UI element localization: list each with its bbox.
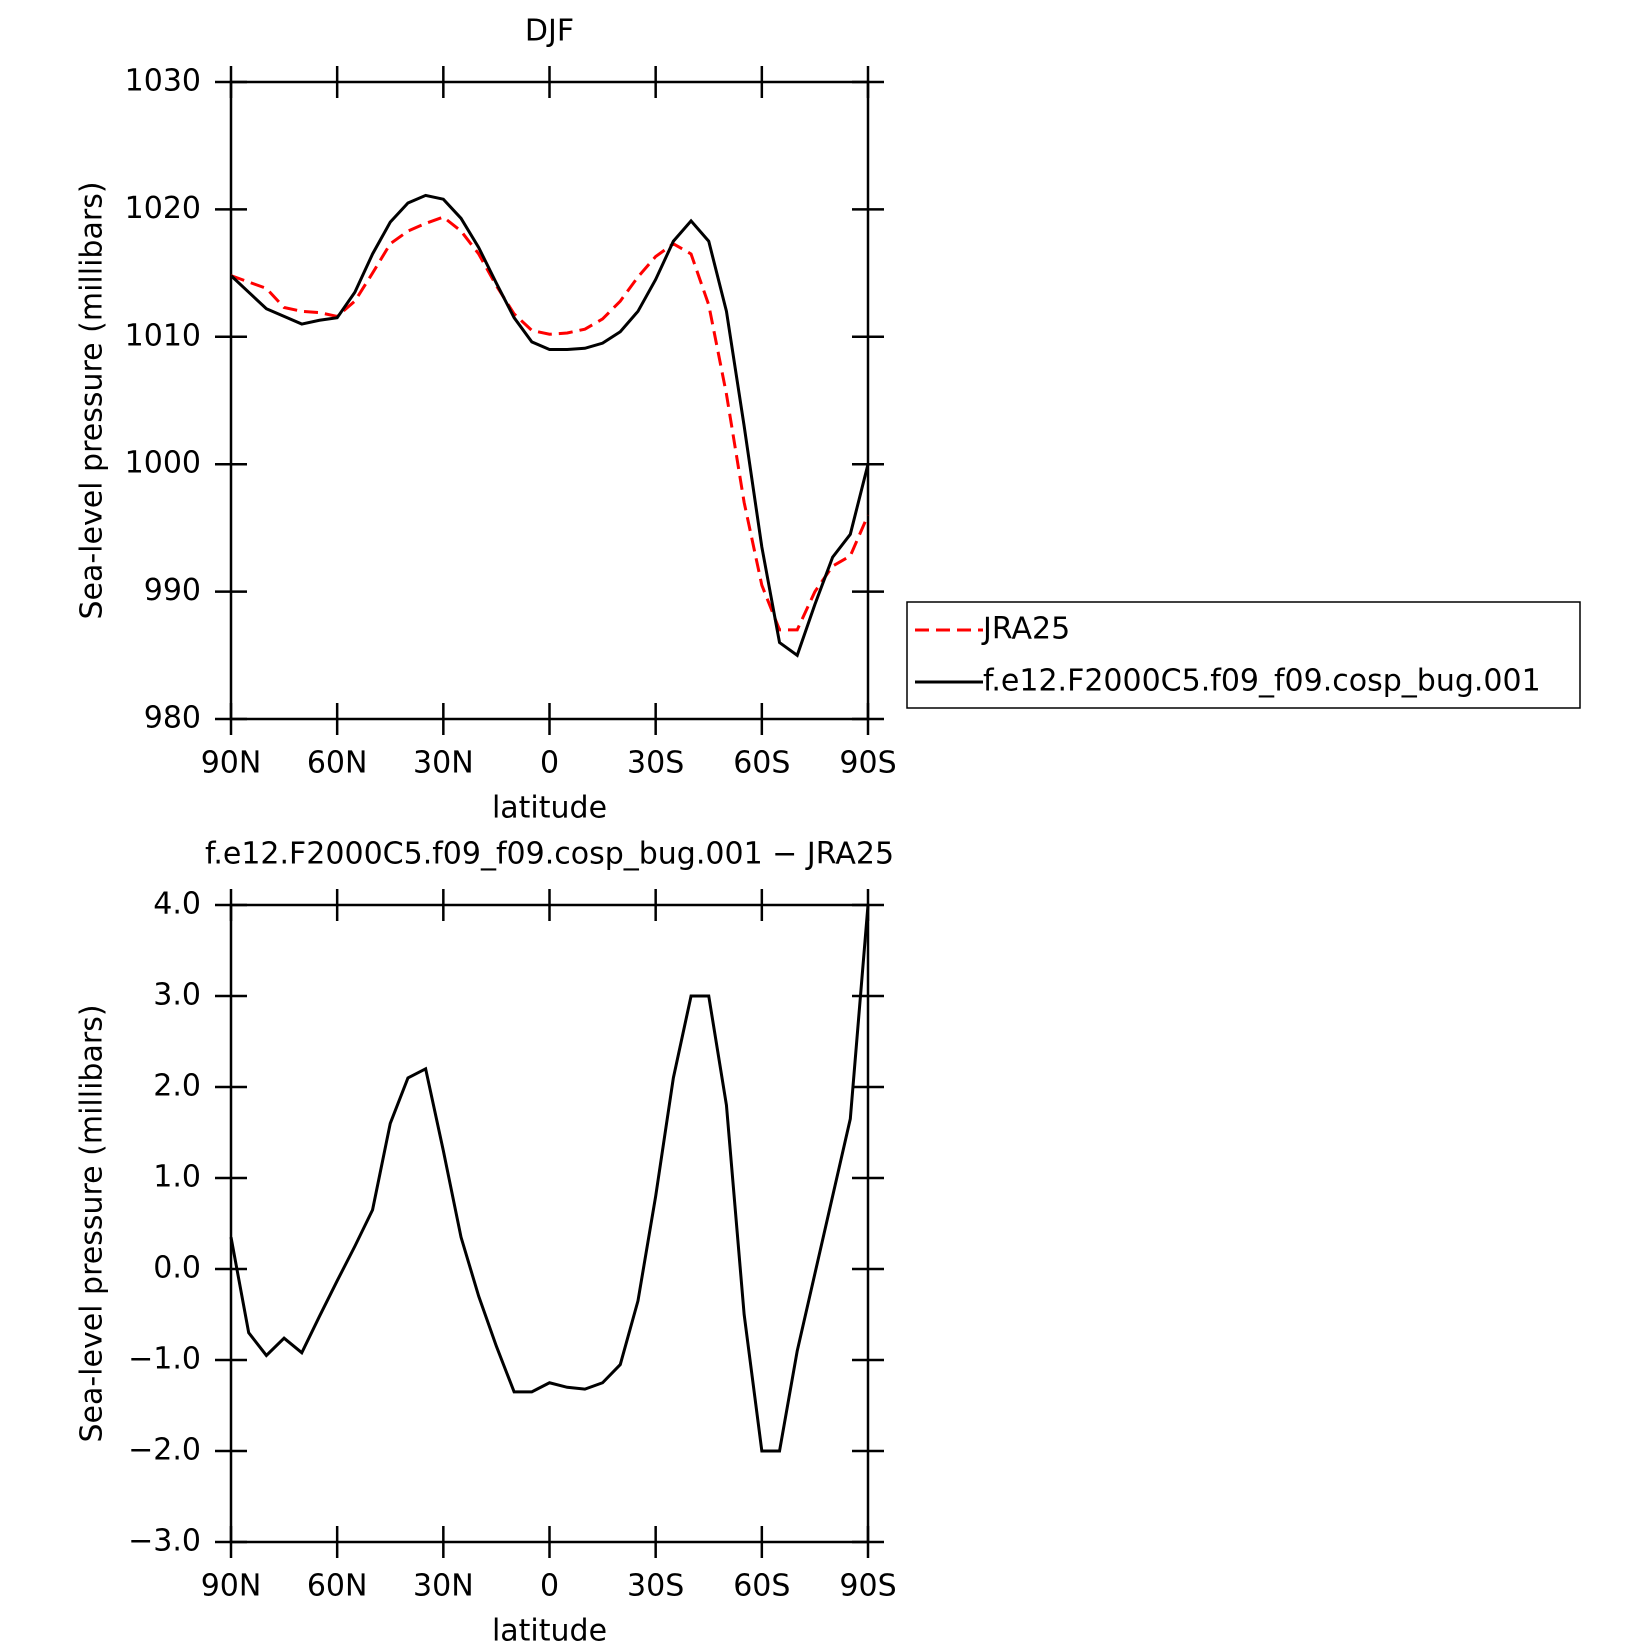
data-line bbox=[229, 904, 870, 1453]
x-tick-label: 30S bbox=[627, 1569, 684, 1604]
y-tick-label: −2.0 bbox=[128, 1433, 201, 1468]
y-tick-label: 990 bbox=[144, 573, 201, 608]
y-tick-label: 1000 bbox=[125, 446, 201, 481]
y-tick-label: 1.0 bbox=[153, 1160, 201, 1195]
legend-label: f.e12.F2000C5.f09_f09.cosp_bug.001 bbox=[983, 664, 1541, 699]
y-tick-label: 1030 bbox=[125, 64, 201, 99]
y-tick-label: 4.0 bbox=[153, 887, 201, 922]
y-axis-label: Sea-level pressure (millibars) bbox=[75, 181, 110, 619]
chart-title: DJF bbox=[525, 14, 574, 49]
legend-box bbox=[906, 601, 1581, 709]
y-tick-label: −3.0 bbox=[128, 1524, 201, 1559]
x-axis-label: latitude bbox=[492, 1614, 607, 1647]
plot-frame bbox=[229, 80, 870, 721]
x-tick-label: 0 bbox=[540, 1569, 559, 1604]
x-tick-label: 60S bbox=[733, 1569, 790, 1604]
x-tick-label: 0 bbox=[540, 746, 559, 781]
legend-label: JRA25 bbox=[981, 612, 1070, 647]
y-tick-label: 3.0 bbox=[153, 978, 201, 1013]
x-tick-label: 30S bbox=[627, 746, 684, 781]
x-tick-label: 90N bbox=[201, 746, 262, 781]
y-tick-label: 0.0 bbox=[153, 1251, 201, 1286]
x-tick-label: 60N bbox=[307, 1569, 368, 1604]
x-tick-label: 30N bbox=[413, 746, 474, 781]
y-tick-label: 1020 bbox=[125, 191, 201, 226]
x-tick-label: 60N bbox=[307, 746, 368, 781]
y-tick-label: −1.0 bbox=[128, 1342, 201, 1377]
plot-frame bbox=[229, 903, 870, 1544]
y-axis-label: Sea-level pressure (millibars) bbox=[75, 1004, 110, 1442]
x-tick-label: 90S bbox=[839, 1569, 896, 1604]
x-axis-label: latitude bbox=[492, 791, 607, 826]
data-line bbox=[229, 193, 870, 658]
y-tick-label: 1010 bbox=[125, 318, 201, 353]
x-tick-label: 90N bbox=[201, 1569, 262, 1604]
x-tick-label: 60S bbox=[733, 746, 790, 781]
y-tick-label: 2.0 bbox=[153, 1069, 201, 1104]
y-tick-label: 980 bbox=[144, 701, 201, 736]
chart-title: f.e12.F2000C5.f09_f09.cosp_bug.001 − JRA… bbox=[205, 837, 894, 872]
x-tick-label: 30N bbox=[413, 1569, 474, 1604]
data-line bbox=[230, 215, 870, 632]
x-tick-label: 90S bbox=[839, 746, 896, 781]
